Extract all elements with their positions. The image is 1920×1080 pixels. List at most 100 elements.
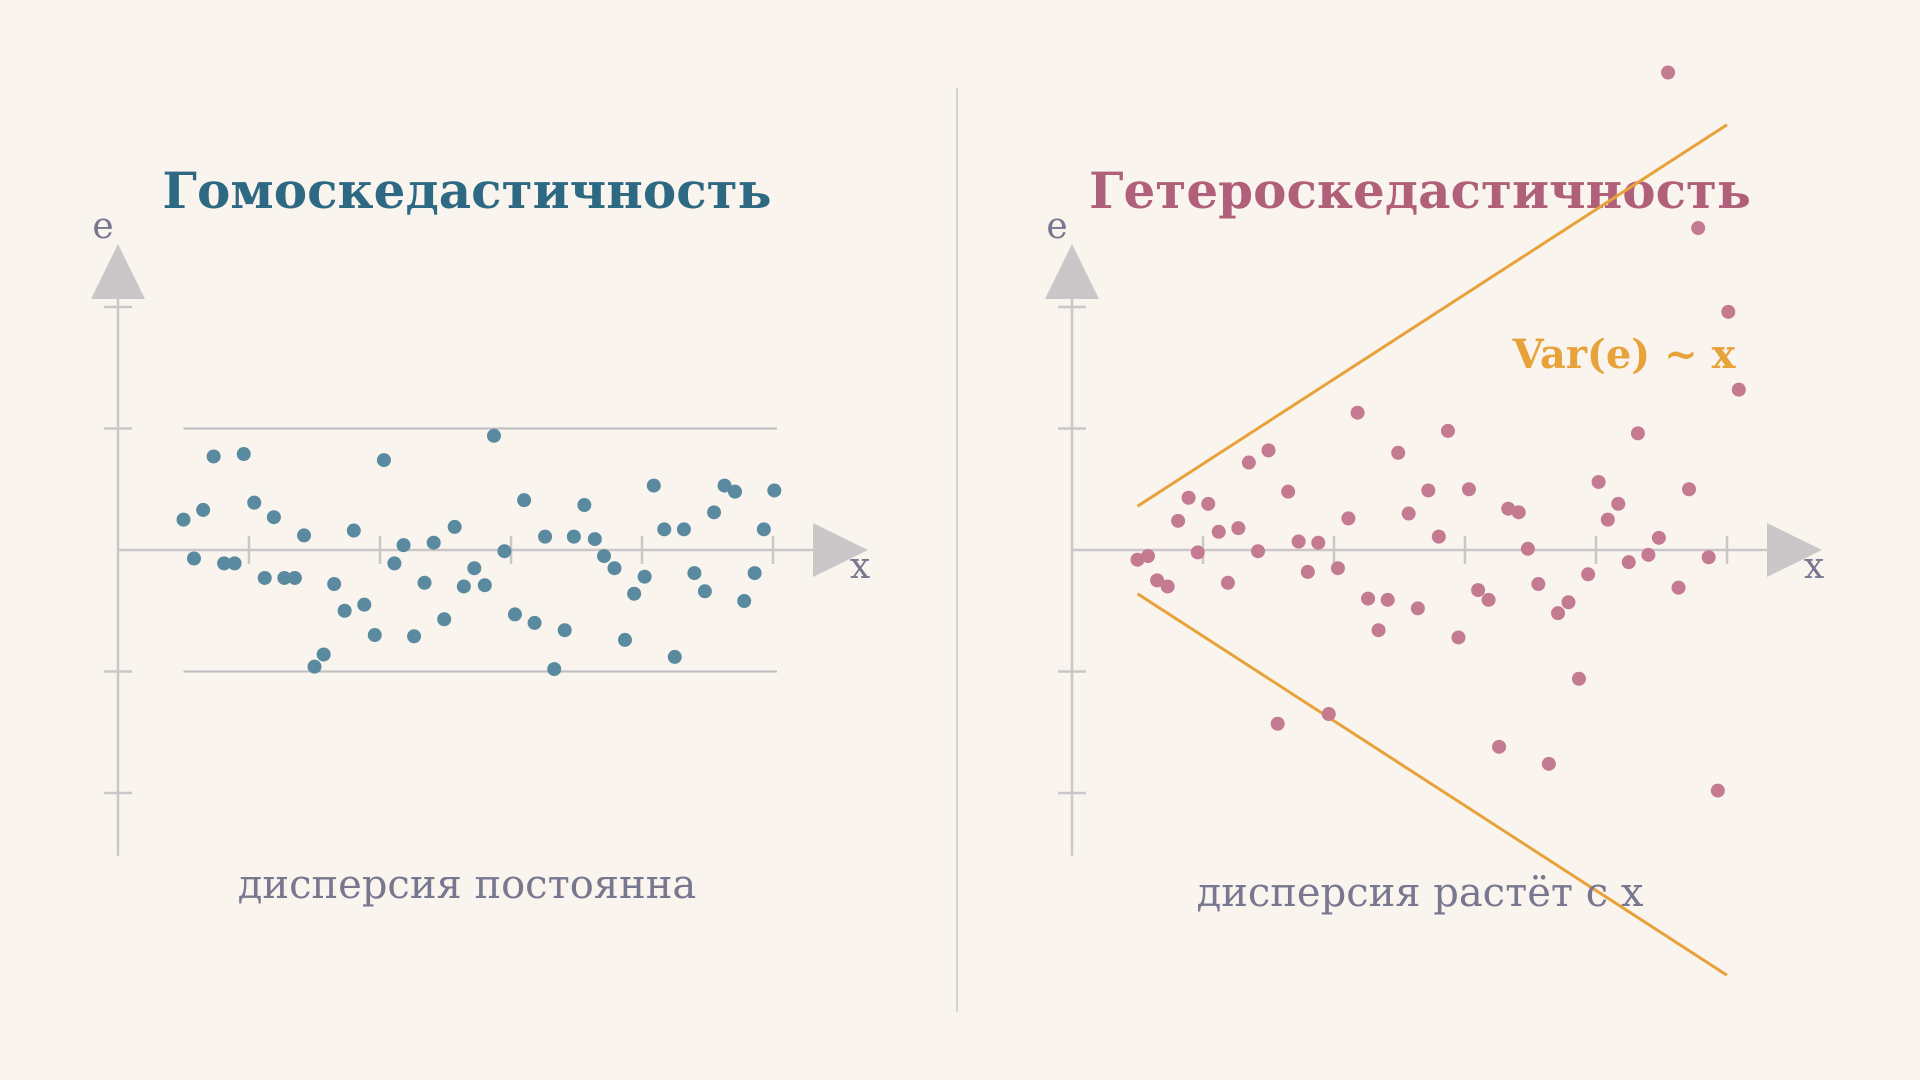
heteroscedastic-data-point (1701, 550, 1716, 565)
heteroscedastic-data-point (1731, 382, 1746, 397)
homoscedastic-data-point (417, 575, 432, 590)
heteroscedastic-variance-cone (1136, 123, 1728, 977)
homoscedastic-data-point (447, 519, 462, 534)
heteroscedastic-points (1130, 65, 1746, 798)
homoscedastic-data-point (266, 510, 281, 525)
homoscedastic-data-point (437, 612, 452, 627)
heteroscedastic-data-point (1600, 512, 1615, 527)
homoscedastic-data-point (367, 628, 382, 643)
heteroscedastic-y-axis-label: e (1046, 206, 1067, 247)
homoscedastic-data-point (597, 549, 612, 564)
heteroscedastic-data-point (1471, 583, 1486, 598)
heteroscedastic-panel: Гетероскедастичность Var(e) ~ x e x дисп… (1045, 65, 1824, 977)
heteroscedastic-title: Гетероскедастичность (1089, 161, 1751, 220)
homoscedastic-x-axis-label: x (850, 546, 870, 587)
homoscedastic-data-point (607, 561, 622, 576)
homoscedastic-data-point (236, 447, 251, 462)
heteroscedastic-data-point (1361, 591, 1376, 606)
homoscedastic-data-point (767, 483, 782, 498)
variance-cone-lower-line (1136, 592, 1728, 977)
heteroscedastic-data-point (1291, 534, 1306, 549)
heteroscedastic-data-point (1531, 577, 1546, 592)
homoscedastic-data-point (316, 647, 331, 662)
heteroscedastic-data-point (1721, 304, 1736, 319)
heteroscedastic-data-point (1350, 405, 1365, 420)
homoscedastic-data-point (206, 449, 221, 464)
heteroscedastic-data-point (1630, 426, 1645, 441)
heteroscedastic-data-point (1391, 445, 1406, 460)
heteroscedastic-data-point (1261, 443, 1276, 458)
homoscedastic-data-point (617, 632, 632, 647)
heteroscedastic-data-point (1201, 496, 1216, 511)
heteroscedastic-data-point (1561, 595, 1576, 610)
heteroscedastic-data-point (1241, 455, 1256, 470)
homoscedastic-data-point (646, 478, 661, 493)
heteroscedastic-data-point (1651, 530, 1666, 545)
homoscedastic-data-point (527, 615, 542, 630)
homoscedastic-data-point (737, 594, 752, 609)
homoscedastic-data-point (277, 570, 292, 585)
heteroscedastic-data-point (1571, 671, 1586, 686)
homoscedastic-data-point (717, 478, 732, 493)
heteroscedastic-data-point (1682, 482, 1697, 497)
heteroscedastic-data-point (1440, 423, 1455, 438)
homoscedastic-data-point (566, 529, 581, 544)
homoscedastic-data-point (687, 566, 702, 581)
heteroscedastic-data-point (1661, 65, 1676, 80)
heteroscedastic-data-point (1171, 513, 1186, 528)
homoscedastic-data-point (257, 570, 272, 585)
heteroscedastic-data-point (1541, 756, 1556, 771)
homoscedastic-data-point (728, 484, 743, 499)
heteroscedastic-data-point (1251, 544, 1266, 559)
homoscedastic-data-point (357, 597, 372, 612)
homoscedastic-y-axis-arrow (91, 244, 145, 299)
heteroscedastic-data-point (1511, 505, 1526, 520)
heteroscedastic-data-point (1140, 549, 1155, 564)
homoscedastic-data-point (196, 502, 211, 517)
homoscedastic-data-point (426, 535, 441, 550)
heteroscedastic-data-point (1551, 606, 1566, 621)
heteroscedastic-data-point (1311, 535, 1326, 550)
homoscedastic-title: Гомоскедастичность (162, 161, 771, 220)
homoscedastic-data-point (587, 532, 602, 547)
homoscedastic-data-point (747, 566, 762, 581)
heteroscedastic-data-point (1211, 524, 1226, 539)
heteroscedastic-data-point (1181, 490, 1196, 505)
heteroscedastic-data-point (1220, 575, 1235, 590)
homoscedastic-data-point (517, 493, 532, 508)
heteroscedastic-data-point (1691, 221, 1706, 236)
homoscedastic-x-axis-arrow (813, 523, 868, 577)
homoscedastic-data-point (407, 629, 422, 644)
heteroscedastic-data-point (1330, 561, 1345, 576)
homoscedastic-data-point (186, 551, 201, 566)
homoscedastic-data-point (577, 498, 592, 513)
heteroscedastic-data-point (1710, 783, 1725, 798)
homoscedastic-axes (91, 244, 868, 856)
heteroscedastic-data-point (1621, 555, 1636, 570)
heteroscedastic-data-point (1321, 707, 1336, 722)
heteroscedastic-data-point (1281, 484, 1296, 499)
homoscedastic-data-point (697, 584, 712, 599)
heteroscedastic-y-axis-arrow (1045, 244, 1099, 299)
homoscedastic-data-point (307, 659, 322, 674)
homoscedastic-data-point (657, 522, 672, 537)
homoscedastic-data-point (497, 544, 512, 559)
heteroscedastic-data-point (1380, 592, 1395, 607)
heteroscedastic-x-axis-label: x (1804, 546, 1824, 587)
heteroscedastic-data-point (1671, 580, 1686, 595)
heteroscedastic-data-point (1581, 567, 1596, 582)
heteroscedastic-data-point (1190, 545, 1205, 560)
homoscedastic-data-point (557, 623, 572, 638)
homoscedastic-data-point (387, 556, 402, 571)
homoscedastic-data-point (547, 662, 562, 677)
heteroscedastic-data-point (1641, 547, 1656, 562)
homoscedastic-panel: Гомоскедастичность e x дисперсия постоян… (91, 161, 870, 908)
heteroscedastic-data-point (1231, 521, 1246, 536)
heteroscedastic-data-point (1421, 483, 1436, 498)
homoscedastic-constant-band (183, 427, 777, 673)
homoscedastic-data-point (507, 607, 522, 622)
heteroscedastic-data-point (1150, 573, 1165, 588)
homoscedastic-data-point (297, 528, 312, 543)
heteroscedastic-data-point (1481, 592, 1496, 607)
